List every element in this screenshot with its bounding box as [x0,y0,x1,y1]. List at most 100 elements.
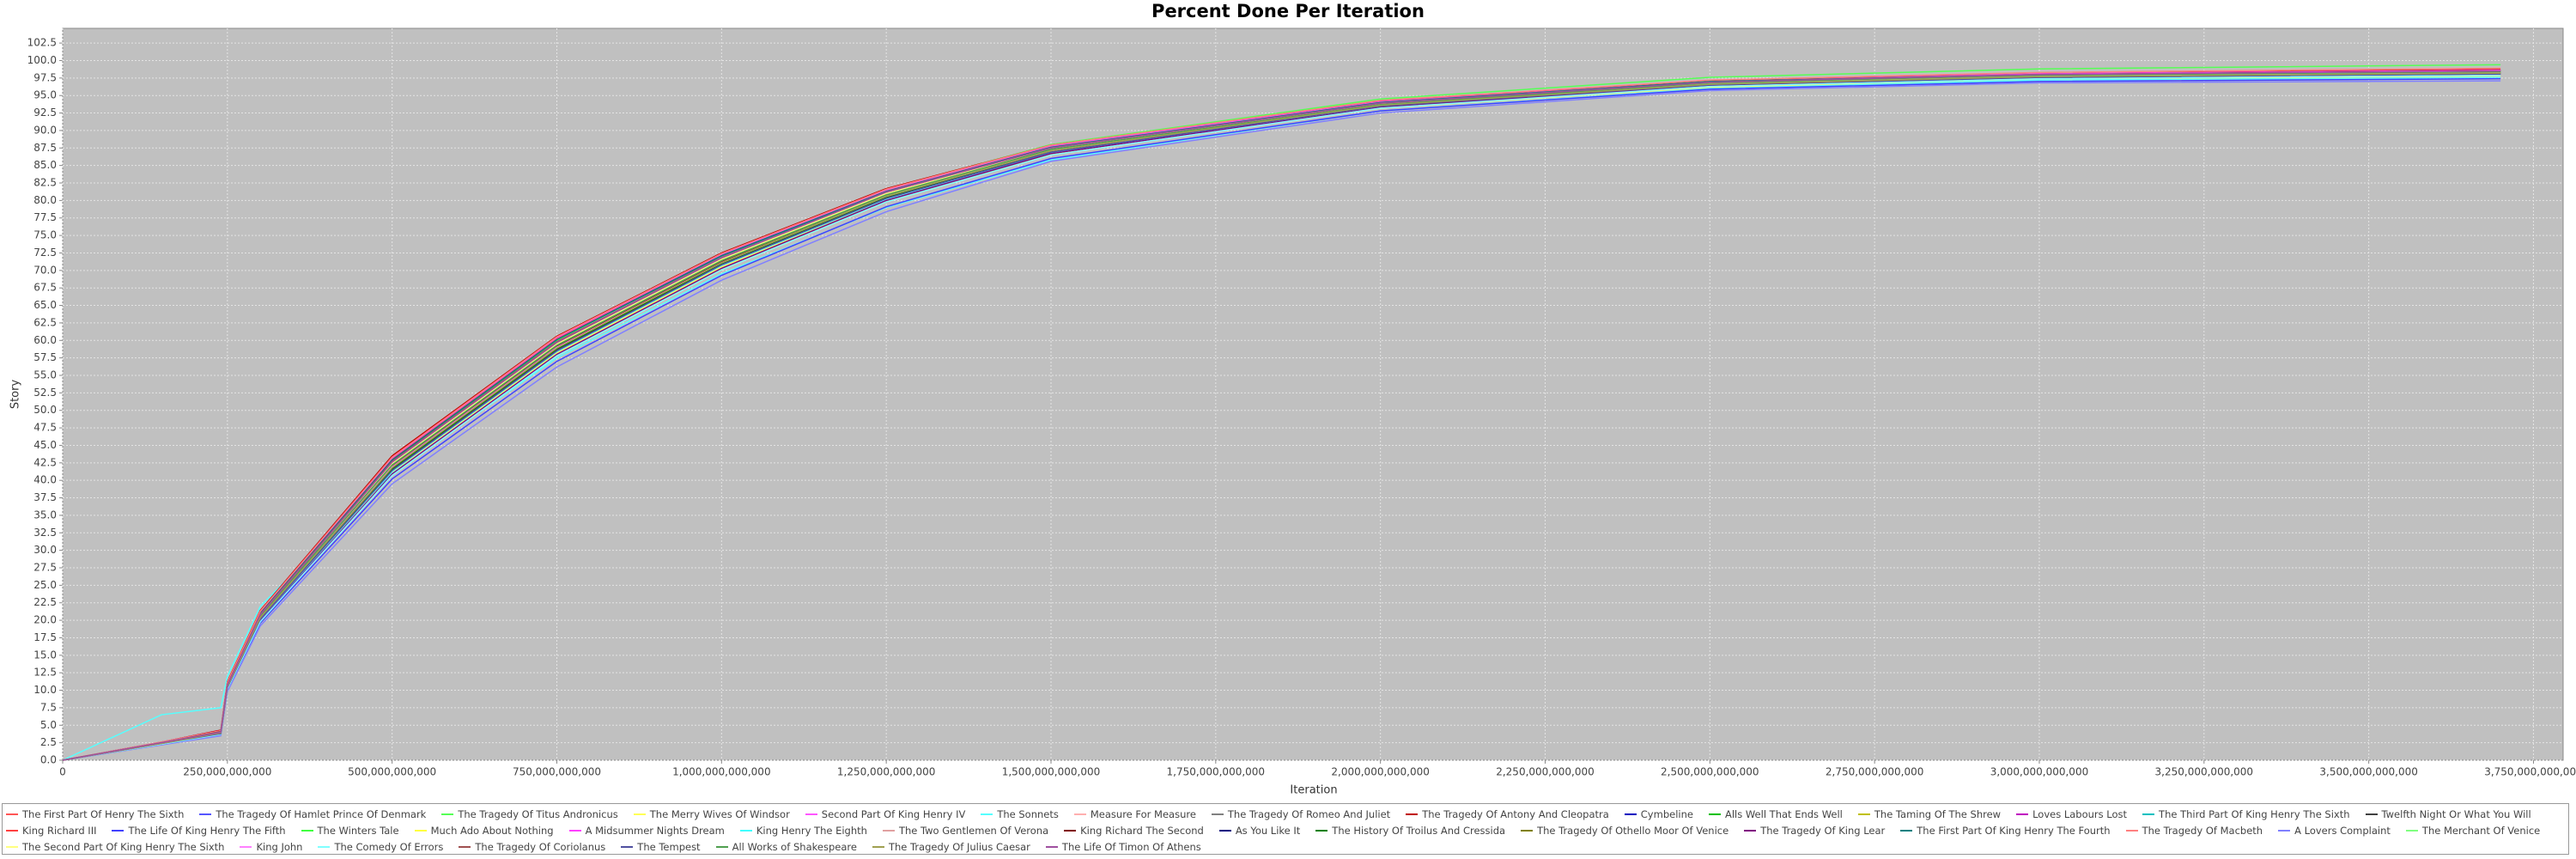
x-tick-label: 1,750,000,000,000 [1167,766,1266,778]
legend-item: The Tragedy Of Titus Andronicus [441,806,618,822]
legend-label: King Henry The Eighth [756,824,867,837]
legend-item: The First Part Of Henry The Sixth [6,806,184,822]
legend-label: All Works of Shakespeare [732,840,857,853]
x-tick-label: 1,500,000,000,000 [1002,766,1101,778]
legend-label: The First Part Of Henry The Sixth [22,807,185,820]
y-tick-label: 72.5 [33,247,57,259]
legend-label: The Comedy Of Errors [334,840,444,853]
legend-swatch [633,813,646,815]
y-tick-label: 70.0 [33,264,57,276]
legend-swatch [441,813,454,815]
legend-label: The Life Of King Henry The Fifth [128,824,286,837]
legend-label: Twelfth Night Or What You Will [2381,807,2531,820]
legend-item: King John [240,838,302,855]
legend-swatch [2016,813,2029,815]
legend-label: Much Ado About Nothing [430,824,554,837]
legend-item: Much Ado About Nothing [414,822,554,838]
legend-item: The Tragedy Of Macbeth [2125,822,2263,838]
y-tick-label: 62.5 [33,316,57,328]
legend-swatch [872,845,884,848]
y-tick-label: 50.0 [33,404,57,416]
legend-item: The Merchant Of Venice [2405,822,2540,838]
y-tick-label: 17.5 [33,631,57,643]
legend-item: The Tragedy Of Julius Caesar [872,838,1030,855]
legend-item: The Life Of Timon Of Athens [1045,838,1201,855]
legend-swatch [2125,829,2138,832]
y-tick-label: 75.0 [33,229,57,241]
y-tick-label: 52.5 [33,387,57,399]
legend-swatch [112,829,125,832]
plot-area [62,27,2564,761]
legend-item: The Tempest [621,838,701,855]
legend-swatch [2405,829,2418,832]
legend-swatch [1211,813,1224,815]
y-tick-label: 5.0 [40,719,57,731]
y-tick-label: 77.5 [33,211,57,223]
legend-item: The Tragedy Of Romeo And Juliet [1211,806,1391,822]
legend-swatch [6,845,18,848]
legend-item: The Second Part Of King Henry The Sixth [6,838,224,855]
legend-item: The Two Gentlemen Of Verona [882,822,1049,838]
x-tick-label: 500,000,000,000 [348,766,436,778]
y-tick-label: 100.0 [27,54,57,66]
legend-item: King Richard III [6,822,96,838]
legend-swatch [2278,829,2291,832]
legend-item: The Life Of King Henry The Fifth [112,822,286,838]
legend-label: A Lovers Complaint [2294,824,2391,837]
legend-label: King John [256,840,303,853]
legend-swatch [2365,813,2378,815]
legend-swatch [1218,829,1231,832]
legend-swatch [199,813,212,815]
chart-title: Percent Done Per Iteration [1151,1,1425,21]
x-tick-label: 750,000,000,000 [513,766,601,778]
legend-item: Loves Labours Lost [2016,806,2127,822]
legend-label: The Tragedy Of Macbeth [2142,824,2263,837]
y-tick-label: 90.0 [33,124,57,136]
y-tick-label: 47.5 [33,422,57,434]
legend-item: Twelfth Night Or What You Will [2365,806,2531,822]
legend-swatch [1315,829,1328,832]
legend-item: The Third Part Of King Henry The Sixth [2142,806,2350,822]
legend-label: The Tragedy Of Romeo And Juliet [1227,807,1391,820]
legend-label: The Two Gentlemen Of Verona [898,824,1049,837]
y-tick-label: 12.5 [33,667,57,679]
legend-label: King Richard III [22,824,97,837]
legend-label: The Tragedy Of Antony And Cleopatra [1422,807,1609,820]
legend-label: Alls Well That Ends Well [1724,807,1843,820]
y-tick-label: 27.5 [33,562,57,574]
legend-swatch [805,813,817,815]
legend-label: Second Part Of King Henry IV [821,807,966,820]
legend-item: As You Like It [1218,822,1300,838]
y-tick-label: 92.5 [33,107,57,119]
y-tick-label: 37.5 [33,491,57,503]
chart: Percent Done Per Iteration Iteration Sto… [9,1,2576,797]
legend-swatch [1073,813,1086,815]
legend-swatch [1744,829,1757,832]
legend-item: The Taming Of The Shrew [1857,806,2002,822]
legend-swatch [6,829,18,832]
legend-label: The Taming Of The Shrew [1874,807,2002,820]
legend-swatch [1857,813,1870,815]
y-tick-label: 85.0 [33,159,57,171]
legend-label: The Tragedy Of Hamlet Prince Of Denmark [216,807,427,820]
legend-swatch [414,829,427,832]
x-tick-label: 1,000,000,000,000 [672,766,771,778]
y-tick-label: 32.5 [33,527,57,539]
y-tick-label: 80.0 [33,194,57,206]
legend-label: The Tragedy Of King Lear [1760,824,1886,837]
y-tick-label: 40.0 [33,474,57,486]
legend-item: Cymbeline [1624,806,1693,822]
legend-swatch [715,845,728,848]
x-tick-label: 2,000,000,000,000 [1331,766,1430,778]
legend-label: The Third Part Of King Henry The Sixth [2159,807,2350,820]
x-tick-label: 250,000,000,000 [183,766,271,778]
y-tick-label: 102.5 [27,37,57,49]
x-tick-label: 3,750,000,000,000 [2484,766,2576,778]
legend-item: Measure For Measure [1073,806,1196,822]
legend-label: The Tragedy Of Coriolanus [475,840,606,853]
legend-item: Alls Well That Ends Well [1708,806,1843,822]
legend-swatch [739,829,752,832]
legend-item: The Winters Tale [301,822,399,838]
y-tick-label: 25.0 [33,579,57,591]
legend-swatch [318,845,331,848]
